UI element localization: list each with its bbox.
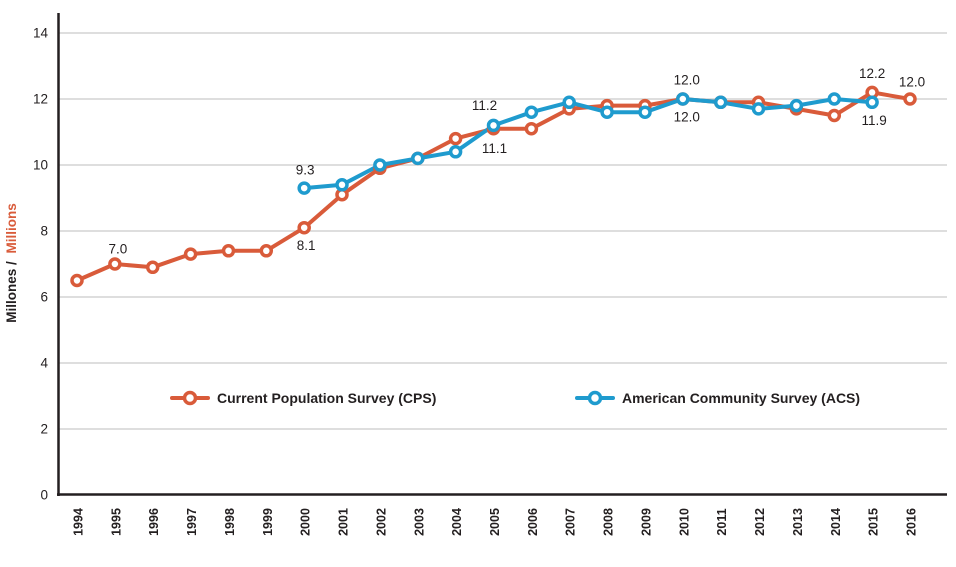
acs-point-marker (827, 92, 842, 106)
cps-point-marker (827, 108, 842, 123)
y-axis-title: Millones / Millions (4, 203, 19, 323)
data-label: 12.0 (899, 75, 925, 90)
data-label: 9.3 (296, 163, 315, 178)
acs-legend-marker-icon (587, 390, 603, 406)
data-label: 7.0 (109, 242, 128, 257)
y-tick-label: 0 (40, 488, 48, 503)
x-tick-label: 2014 (829, 508, 843, 536)
y-axis-title-millions: Millions (4, 203, 19, 253)
data-label: 8.1 (297, 238, 316, 253)
x-tick-labels: 1994 1995 1996 1997 1998 1999 2000 2001 2002 2003… (72, 508, 919, 536)
y-axis-title-millones: Millones / (4, 261, 19, 323)
acs-point-marker (562, 95, 576, 110)
acs-line (302, 97, 875, 191)
acs-point-marker (448, 145, 463, 159)
acs-point-marker (713, 95, 728, 110)
y-tick-label: 4 (40, 356, 48, 371)
x-tick-label: 2016 (905, 508, 919, 536)
x-tick-label: 2002 (374, 508, 388, 536)
y-tick-label: 8 (40, 224, 48, 239)
x-tick-label: 1998 (223, 508, 237, 536)
acs-point-marker (865, 95, 879, 110)
acs-point-marker (751, 102, 766, 116)
acs-point-marker (638, 105, 652, 119)
cps-point-marker (903, 92, 917, 106)
data-label: 12.2 (859, 66, 885, 81)
x-tick-label: 1999 (261, 508, 275, 536)
data-label: 11.2 (472, 98, 497, 113)
acs-point-marker (789, 98, 804, 113)
cps-point-marker (259, 244, 274, 258)
acs-point-marker (486, 118, 501, 133)
acs-point-marker (335, 178, 349, 192)
data-labels: 7.0 8.1 9.3 11.2 11.1 12.0 12.0 12.2 11.9 12.0 (109, 66, 926, 257)
data-label: 12.0 (674, 73, 700, 88)
acs-point-marker (676, 92, 690, 106)
x-tick-label: 2005 (488, 508, 502, 536)
x-tick-label: 2012 (753, 508, 767, 536)
x-tick-label: 2000 (299, 508, 313, 536)
y-tick-label: 12 (33, 92, 48, 107)
x-tick-label: 2015 (867, 508, 881, 536)
cps-legend-label: Current Population Survey (CPS) (217, 390, 436, 406)
x-tick-label: 2001 (337, 508, 351, 536)
data-label: 12.0 (674, 110, 700, 125)
legend: Current Population Survey (CPS) American… (170, 390, 860, 406)
x-tick-label: 2004 (450, 508, 464, 536)
cps-point-marker (145, 260, 160, 275)
x-tick-label: 2010 (677, 508, 691, 536)
cps-point-marker (221, 244, 236, 258)
x-tick-label: 1997 (185, 508, 199, 536)
data-label: 11.1 (482, 141, 507, 156)
y-tick-label: 10 (33, 158, 48, 173)
x-tick-label: 2008 (602, 508, 616, 536)
x-tick-label: 2011 (715, 508, 729, 535)
x-tick-label: 2003 (412, 508, 426, 536)
acs-point-marker (411, 151, 425, 166)
acs-point-marker (524, 105, 539, 119)
y-tick-label: 2 (40, 422, 48, 437)
x-tick-label: 1995 (109, 508, 123, 536)
acs-legend-label: American Community Survey (ACS) (622, 390, 860, 406)
cps-point-marker (524, 121, 539, 136)
x-tick-label: 2009 (639, 508, 653, 536)
cps-legend-marker-icon (182, 390, 198, 406)
y-tick-labels: 0 2 4 6 8 10 12 14 (33, 26, 49, 503)
x-tick-label: 2006 (526, 508, 540, 536)
cps-point-marker (297, 220, 311, 235)
data-label: 11.9 (861, 113, 886, 128)
x-tick-label: 1996 (147, 508, 161, 536)
series-markers (70, 85, 917, 288)
acs-point-marker (600, 105, 614, 119)
acs-point-marker (373, 158, 387, 172)
cps-point-marker (183, 247, 198, 261)
x-tick-label: 1994 (72, 508, 86, 536)
gridlines (58, 32, 947, 430)
x-tick-label: 2013 (791, 508, 805, 536)
cps-point-marker (70, 273, 84, 288)
y-tick-label: 14 (33, 26, 49, 41)
x-tick-label: 2007 (564, 508, 578, 536)
cps-point-marker (108, 257, 122, 271)
y-tick-label: 6 (40, 290, 48, 305)
acs-point-marker (297, 181, 311, 195)
cps-point-marker (448, 131, 463, 146)
